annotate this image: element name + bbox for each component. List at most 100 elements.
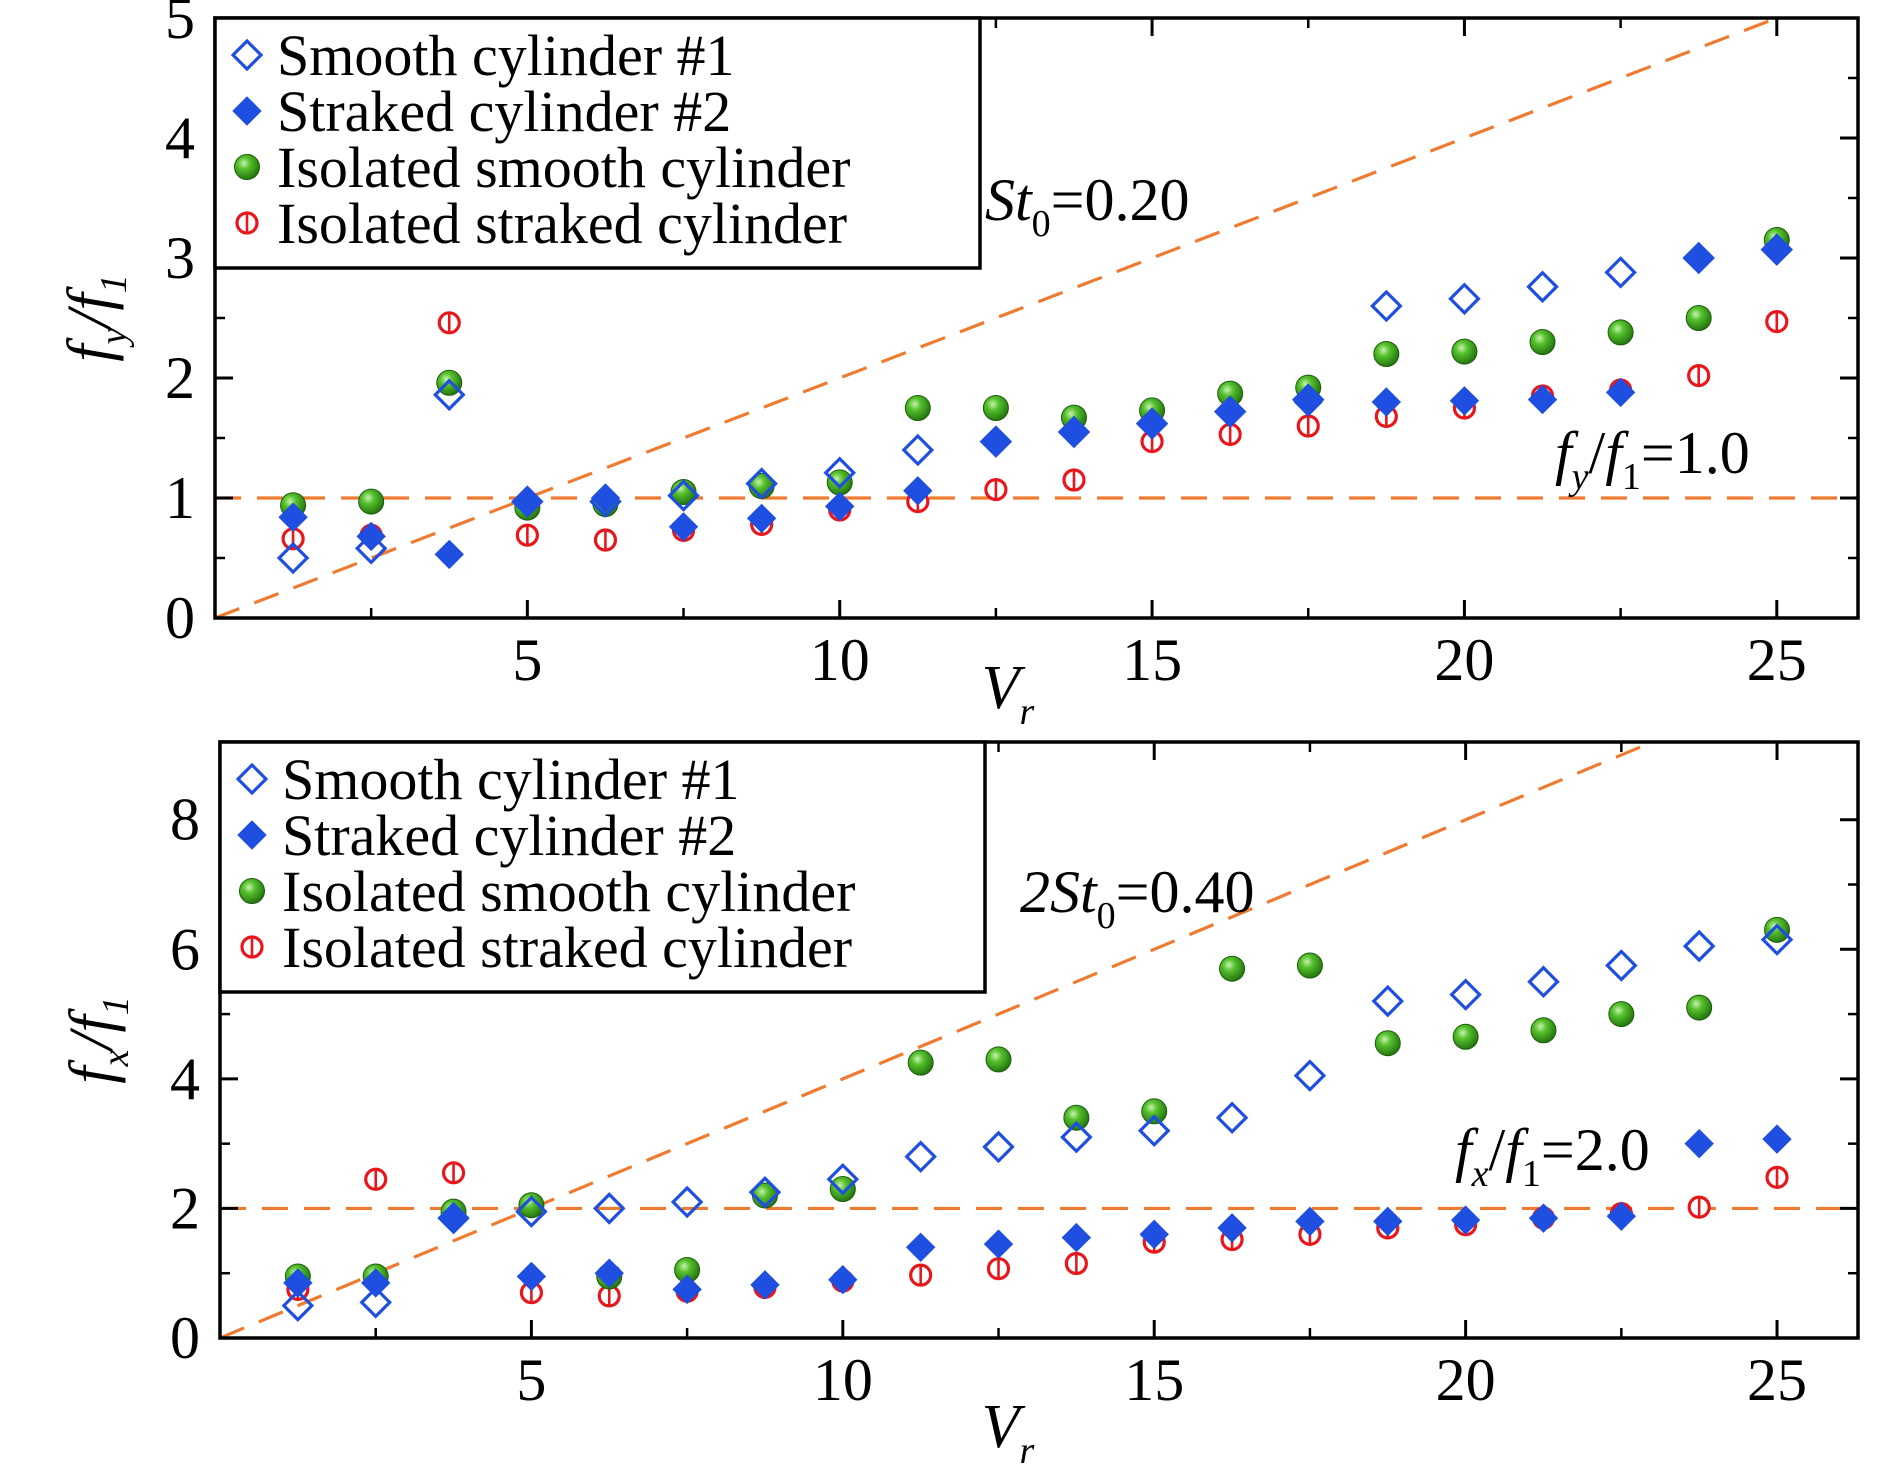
legend-marker <box>234 154 260 180</box>
data-point <box>1295 1206 1325 1237</box>
data-point <box>438 1203 469 1233</box>
data-point <box>667 479 700 512</box>
x-tick-label: 10 <box>810 627 870 693</box>
data-point <box>1060 1120 1093 1154</box>
data-point <box>1686 994 1713 1021</box>
strouhal-line-label: St0=0.20 <box>985 167 1190 245</box>
series-diamond-filled <box>278 234 1792 570</box>
x-tick-label: 10 <box>813 1347 873 1413</box>
data-point <box>515 1195 548 1228</box>
data-point <box>828 1264 858 1295</box>
y-tick-label: 3 <box>165 225 195 291</box>
data-point <box>281 1289 315 1322</box>
data-point <box>592 1192 626 1225</box>
data-point <box>434 539 464 570</box>
legend-label: Smooth cylinder #1 <box>282 747 740 812</box>
legend-label: Straked cylinder #2 <box>277 79 731 144</box>
plot-frame <box>218 740 1860 1340</box>
data-point <box>672 1274 702 1305</box>
x-axis-title: Vr <box>982 1393 1035 1472</box>
data-point <box>1608 1001 1635 1028</box>
data-point <box>1293 1059 1327 1092</box>
data-point <box>518 1192 545 1219</box>
legend-box <box>218 740 987 994</box>
y-tick-label: 8 <box>170 787 200 853</box>
data-point <box>354 532 388 565</box>
data-point <box>1293 387 1323 417</box>
legend-label: Straked cylinder #2 <box>282 803 736 868</box>
x-tick-label: 15 <box>1124 1347 1184 1413</box>
data-point <box>985 1046 1012 1073</box>
data-point <box>903 476 933 506</box>
data-point <box>826 1163 860 1196</box>
legend-label: Smooth cylinder #1 <box>277 23 735 88</box>
x-tick-label: 15 <box>1122 627 1182 693</box>
panel-top: 5 10 15 20 25 0 1 2 3 4 5 Smooth cylinder #1Straked… <box>56 0 1860 733</box>
data-point <box>1373 1206 1403 1237</box>
data-point <box>983 1229 1014 1259</box>
legend-label: Isolated straked cylinder <box>282 915 852 980</box>
data-point <box>590 483 621 513</box>
data-point <box>358 488 385 515</box>
data-point <box>1064 1251 1088 1276</box>
legend-marker <box>235 211 259 235</box>
data-point <box>1526 270 1559 304</box>
data-point <box>1604 256 1637 289</box>
y-tick-label: 2 <box>170 1175 200 1241</box>
data-point <box>1606 1201 1637 1231</box>
data-point <box>1370 289 1403 323</box>
data-point <box>1765 1165 1789 1189</box>
y-tick-label: 1 <box>165 465 195 531</box>
data-point <box>512 486 543 517</box>
y-axis-title: fy/f1 <box>56 274 135 362</box>
data-point <box>826 469 853 496</box>
data-point <box>1607 319 1634 346</box>
data-point <box>1371 387 1402 417</box>
data-point <box>1059 417 1089 447</box>
data-point <box>1687 1195 1711 1219</box>
y-axis-title: fx/f1 <box>58 996 137 1084</box>
unity-line-label: fy/f1=1.0 <box>1555 420 1750 498</box>
data-point <box>986 1257 1011 1281</box>
data-point <box>1373 341 1400 367</box>
data-point <box>1605 377 1636 408</box>
data-point <box>1765 310 1789 334</box>
data-point <box>750 1270 780 1300</box>
x-tick-label: 25 <box>1747 1347 1807 1413</box>
legend-marker <box>239 878 265 904</box>
x-tick-label: 20 <box>1436 1347 1496 1413</box>
data-point <box>1529 329 1556 355</box>
data-point <box>1141 1098 1168 1125</box>
reference-lines <box>215 18 1858 618</box>
y-tick-label: 4 <box>165 105 195 171</box>
y-tick-label: 2 <box>165 345 195 411</box>
y-axis-title-group: fy/f1 <box>56 274 135 362</box>
data-points <box>276 227 1794 575</box>
data-point <box>745 467 778 500</box>
data-point <box>1137 1114 1171 1147</box>
legend-label: Isolated smooth cylinder <box>282 859 855 924</box>
data-point <box>1450 1205 1481 1235</box>
data-point <box>829 1176 856 1202</box>
data-point <box>1217 1213 1247 1243</box>
reference-lines <box>220 742 1858 1338</box>
strouhal-line <box>220 742 1657 1338</box>
data-point <box>904 1140 937 1173</box>
data-point <box>360 1268 391 1298</box>
strouhal-line-label: 2St0=0.40 <box>1020 859 1255 937</box>
data-point <box>905 1232 936 1263</box>
data-point <box>516 1261 547 1292</box>
data-point <box>283 1268 313 1298</box>
data-point <box>1137 408 1167 439</box>
data-point <box>1452 1023 1479 1050</box>
data-point <box>594 1258 624 1288</box>
data-point <box>515 523 539 547</box>
series-diamond-open <box>276 233 1794 575</box>
data-point <box>982 395 1009 421</box>
data-point <box>1762 234 1792 265</box>
data-point <box>1215 1101 1249 1135</box>
legend-box <box>213 16 982 270</box>
data-point <box>1448 282 1481 316</box>
x-axis-title: Vr <box>982 654 1035 733</box>
